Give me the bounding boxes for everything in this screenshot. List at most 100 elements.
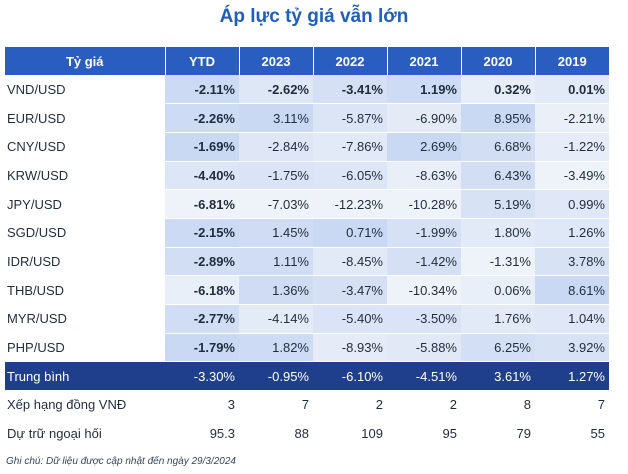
value-cell: -2.11% <box>165 75 239 105</box>
table-row: JPY/USD -6.81% -7.03% -12.23% -10.28% 5.… <box>5 189 609 219</box>
header-cell: 2022 <box>313 47 388 75</box>
table-row: PHP/USD -1.79% 1.82% -8.93% -5.88% 6.25%… <box>5 333 609 363</box>
value-cell: -1.22% <box>535 132 609 162</box>
currency-pair: IDR/USD <box>5 247 165 277</box>
value-cell: 1.80% <box>461 218 535 248</box>
value-cell: -8.93% <box>313 333 387 363</box>
value-cell: 95 <box>387 418 461 449</box>
value-cell: 8 <box>461 389 535 420</box>
value-cell: -10.34% <box>387 275 461 305</box>
currency-pair: THB/USD <box>5 275 165 305</box>
value-cell: 95.3 <box>165 418 239 449</box>
value-cell: -6.10% <box>313 361 387 390</box>
average-label: Trung bình <box>5 361 165 390</box>
currency-pair: JPY/USD <box>5 189 165 219</box>
value-cell: 8.61% <box>535 275 609 305</box>
table-row: KRW/USD -4.40% -1.75% -6.05% -8.63% 6.43… <box>5 161 609 191</box>
value-cell: 109 <box>313 418 387 449</box>
value-cell: 8.95% <box>461 103 535 133</box>
reserves-label: Dự trữ ngoại hối <box>5 418 165 449</box>
value-cell: -5.88% <box>387 333 461 363</box>
value-cell: 0.32% <box>461 75 535 105</box>
ranking-label: Xếp hạng đồng VNĐ <box>5 389 165 420</box>
value-cell: -4.40% <box>165 161 239 191</box>
value-cell: 7 <box>535 389 609 420</box>
value-cell: -8.45% <box>313 247 387 277</box>
value-cell: 79 <box>461 418 535 449</box>
page-title: Áp lực tỷ giá vẫn lớn <box>219 6 409 27</box>
value-cell: -2.84% <box>239 132 313 162</box>
value-cell: 3.92% <box>535 333 609 363</box>
currency-pair: CNY/USD <box>5 132 165 162</box>
value-cell: -2.62% <box>239 75 313 105</box>
exchange-rate-table: Tỷ giá YTD 2023 2022 2021 2020 2019 VND/… <box>5 47 609 449</box>
value-cell: -5.40% <box>313 304 387 334</box>
value-cell: 1.82% <box>239 333 313 363</box>
currency-pair: PHP/USD <box>5 333 165 363</box>
currency-pair: SGD/USD <box>5 218 165 248</box>
value-cell: -12.23% <box>313 189 387 219</box>
value-cell: -3.47% <box>313 275 387 305</box>
header-cell: Tỷ giá <box>5 47 166 75</box>
header-cell: 2021 <box>387 47 462 75</box>
value-cell: 3 <box>165 389 239 420</box>
value-cell: -2.89% <box>165 247 239 277</box>
value-cell: -4.14% <box>239 304 313 334</box>
currency-pair: VND/USD <box>5 75 165 105</box>
value-cell: 1.19% <box>387 75 461 105</box>
value-cell: 1.76% <box>461 304 535 334</box>
value-cell: -8.63% <box>387 161 461 191</box>
value-cell: -2.15% <box>165 218 239 248</box>
header-cell: 2023 <box>239 47 314 75</box>
value-cell: -2.77% <box>165 304 239 334</box>
value-cell: 0.01% <box>535 75 609 105</box>
value-cell: 3.11% <box>239 103 313 133</box>
table-row: THB/USD -6.18% 1.36% -3.47% -10.34% 0.06… <box>5 275 609 305</box>
value-cell: 7 <box>239 389 313 420</box>
value-cell: 5.19% <box>461 189 535 219</box>
value-cell: 1.27% <box>535 361 609 390</box>
value-cell: 1.26% <box>535 218 609 248</box>
value-cell: 1.11% <box>239 247 313 277</box>
value-cell: -1.75% <box>239 161 313 191</box>
value-cell: -3.49% <box>535 161 609 191</box>
table-header-row: Tỷ giá YTD 2023 2022 2021 2020 2019 <box>5 47 609 75</box>
value-cell: 0.99% <box>535 189 609 219</box>
value-cell: 2 <box>313 389 387 420</box>
value-cell: 2.69% <box>387 132 461 162</box>
value-cell: 6.25% <box>461 333 535 363</box>
currency-pair: EUR/USD <box>5 103 165 133</box>
footnote: Ghi chú: Dữ liệu được cập nhật đến ngày … <box>6 456 236 467</box>
value-cell: 3.61% <box>461 361 535 390</box>
value-cell: -1.31% <box>461 247 535 277</box>
value-cell: -10.28% <box>387 189 461 219</box>
value-cell: -3.41% <box>313 75 387 105</box>
value-cell: -2.26% <box>165 103 239 133</box>
value-cell: -7.03% <box>239 189 313 219</box>
value-cell: -0.95% <box>239 361 313 390</box>
value-cell: -6.90% <box>387 103 461 133</box>
table-row: SGD/USD -2.15% 1.45% 0.71% -1.99% 1.80% … <box>5 218 609 248</box>
value-cell: -7.86% <box>313 132 387 162</box>
table-row: EUR/USD -2.26% 3.11% -5.87% -6.90% 8.95%… <box>5 103 609 133</box>
value-cell: -3.50% <box>387 304 461 334</box>
value-cell: 0.71% <box>313 218 387 248</box>
currency-pair: MYR/USD <box>5 304 165 334</box>
value-cell: -1.99% <box>387 218 461 248</box>
value-cell: 6.68% <box>461 132 535 162</box>
table-row: MYR/USD -2.77% -4.14% -5.40% -3.50% 1.76… <box>5 304 609 334</box>
value-cell: 1.04% <box>535 304 609 334</box>
value-cell: -4.51% <box>387 361 461 390</box>
reserves-row: Dự trữ ngoại hối 95.3 88 109 95 79 55 <box>5 418 609 449</box>
ranking-row: Xếp hạng đồng VNĐ 3 7 2 2 8 7 <box>5 389 609 420</box>
value-cell: 55 <box>535 418 609 449</box>
value-cell: -1.42% <box>387 247 461 277</box>
value-cell: -2.21% <box>535 103 609 133</box>
table-row: VND/USD -2.11% -2.62% -3.41% 1.19% 0.32%… <box>5 75 609 105</box>
value-cell: 88 <box>239 418 313 449</box>
header-cell: YTD <box>165 47 240 75</box>
value-cell: 2 <box>387 389 461 420</box>
value-cell: -5.87% <box>313 103 387 133</box>
value-cell: 1.36% <box>239 275 313 305</box>
currency-pair: KRW/USD <box>5 161 165 191</box>
